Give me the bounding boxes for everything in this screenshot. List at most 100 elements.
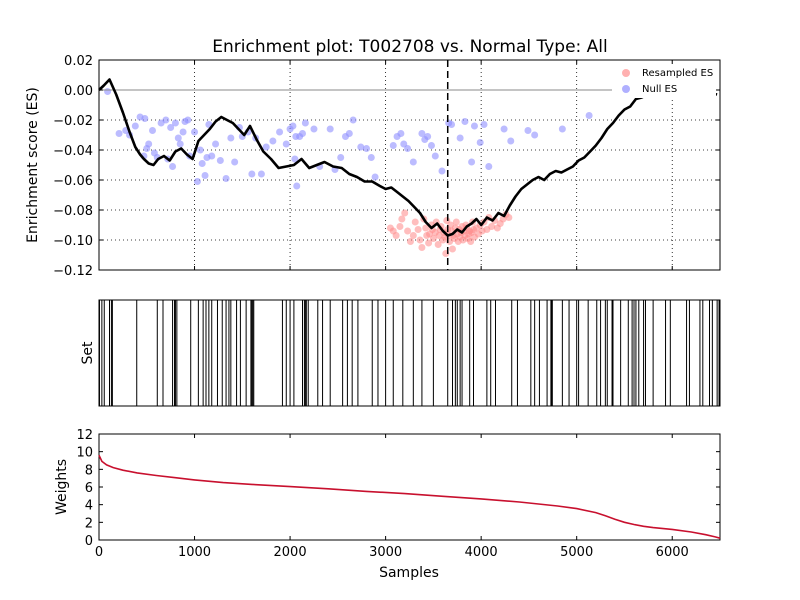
null-es-point — [424, 133, 432, 140]
resampled-es-point — [406, 238, 414, 245]
resampled-es-point — [411, 218, 419, 226]
x-tick-label: 6000 — [656, 545, 689, 560]
x-tick-label: 1000 — [178, 545, 211, 560]
null-es-point — [476, 139, 484, 146]
enrichment-y-ticks: 0.02 0.00 −0.02 −0.04 −0.06 −0.08 −0.10 −0.12 — [53, 54, 720, 279]
null-es-point — [216, 157, 224, 164]
null-es-point — [409, 158, 417, 166]
null-es-point — [326, 125, 334, 133]
null-es-point — [248, 170, 256, 178]
null-es-point — [184, 116, 192, 124]
null-es-point — [480, 121, 488, 128]
resampled-es-point — [401, 209, 409, 217]
null-es-point — [310, 125, 318, 133]
y-tick-label: −0.02 — [53, 114, 93, 129]
null-es-point — [198, 160, 206, 167]
null-es-point — [431, 152, 439, 160]
null-es-point — [367, 154, 375, 161]
es-line — [98, 78, 718, 237]
y-tick-label: −0.06 — [53, 174, 93, 189]
null-es-point — [257, 170, 265, 178]
null-es-point — [191, 128, 199, 136]
y-tick-label: −0.12 — [53, 264, 93, 279]
weights-x-ticks: 0 1000 2000 3000 4000 5000 6000 — [95, 434, 689, 560]
y-tick-label: 8 — [85, 463, 93, 478]
null-es-point — [115, 130, 123, 137]
legend: Resampled ES Null ES — [612, 64, 716, 98]
x-tick-label: 4000 — [465, 545, 498, 560]
y-tick-label: 2 — [85, 516, 93, 531]
weights-y-axis-label: Weights — [54, 459, 70, 515]
null-es-point — [262, 143, 270, 151]
resampled-es-point — [425, 239, 433, 247]
null-es-point — [208, 152, 216, 160]
null-es-point — [291, 155, 299, 163]
null-es-point — [298, 130, 306, 137]
set-plot-frame — [98, 299, 721, 407]
null-es-point — [149, 127, 157, 134]
null-es-point — [500, 125, 508, 133]
resampled-es-point — [409, 232, 417, 239]
resampled-es-point — [429, 235, 437, 242]
resampled-es-point — [404, 227, 412, 235]
y-tick-label: 12 — [76, 428, 93, 443]
es-curve — [98, 78, 718, 237]
enrichment-panel: 0.02 0.00 −0.02 −0.04 −0.06 −0.08 −0.10 −0.12 E… — [25, 54, 721, 279]
y-tick-label: −0.10 — [53, 234, 93, 249]
null-es-point — [145, 140, 153, 148]
null-es-point — [485, 163, 493, 170]
y-tick-label: −0.04 — [53, 144, 93, 159]
null-es-point — [104, 88, 112, 95]
resampled-es-point — [414, 226, 422, 233]
legend-box — [612, 64, 716, 98]
resampled-es-point — [398, 215, 406, 223]
null-es-point — [461, 118, 469, 125]
chart-title: Enrichment plot: T002708 vs. Normal Type… — [212, 37, 608, 57]
enrichment-y-axis-label: Enrichment score (ES) — [25, 87, 41, 243]
weights-y-ticks: 12 10 8 6 4 2 0 — [76, 428, 720, 549]
null-es-point — [276, 128, 284, 136]
null-es-point — [176, 140, 184, 148]
null-es-point — [201, 172, 209, 179]
x-tick-label: 0 — [95, 545, 103, 560]
weights-plot-frame — [98, 433, 721, 541]
x-tick-label: 2000 — [274, 545, 307, 560]
null-es-point — [404, 145, 412, 152]
null-es-points — [104, 88, 593, 190]
null-es-point — [301, 119, 309, 127]
null-es-point — [507, 137, 515, 145]
y-tick-label: 0.00 — [64, 84, 93, 99]
y-tick-label: −0.08 — [53, 204, 93, 219]
null-es-point — [227, 134, 235, 142]
null-es-point — [282, 140, 290, 148]
null-es-point — [193, 178, 201, 185]
legend-label-resampled-es: Resampled ES — [642, 68, 713, 79]
weights-x-axis-label: Samples — [379, 565, 439, 581]
legend-marker-resampled-es — [622, 69, 630, 77]
y-tick-label: 0 — [85, 534, 93, 549]
resampled-es-point — [448, 245, 456, 253]
null-es-point — [212, 140, 220, 148]
null-es-point — [179, 128, 187, 136]
null-es-point — [371, 173, 379, 181]
null-es-point — [585, 112, 593, 119]
null-es-point — [174, 134, 182, 142]
null-es-point — [438, 167, 446, 175]
legend-label-null-es: Null ES — [642, 84, 677, 95]
y-tick-label: 4 — [85, 499, 93, 514]
null-es-point — [524, 127, 532, 134]
null-es-point — [162, 116, 170, 124]
resampled-es-point — [488, 223, 496, 230]
set-y-axis-label: Set — [80, 341, 96, 365]
null-es-point — [349, 116, 357, 124]
x-tick-label: 3000 — [369, 545, 402, 560]
null-es-point — [363, 145, 371, 152]
resampled-es-point — [416, 236, 424, 244]
null-es-point — [418, 130, 426, 137]
null-es-point — [337, 154, 345, 161]
resampled-es-point — [505, 214, 513, 221]
null-es-point — [427, 142, 435, 149]
y-tick-label: 6 — [85, 481, 93, 496]
enrichment-x-ticks — [98, 60, 673, 270]
